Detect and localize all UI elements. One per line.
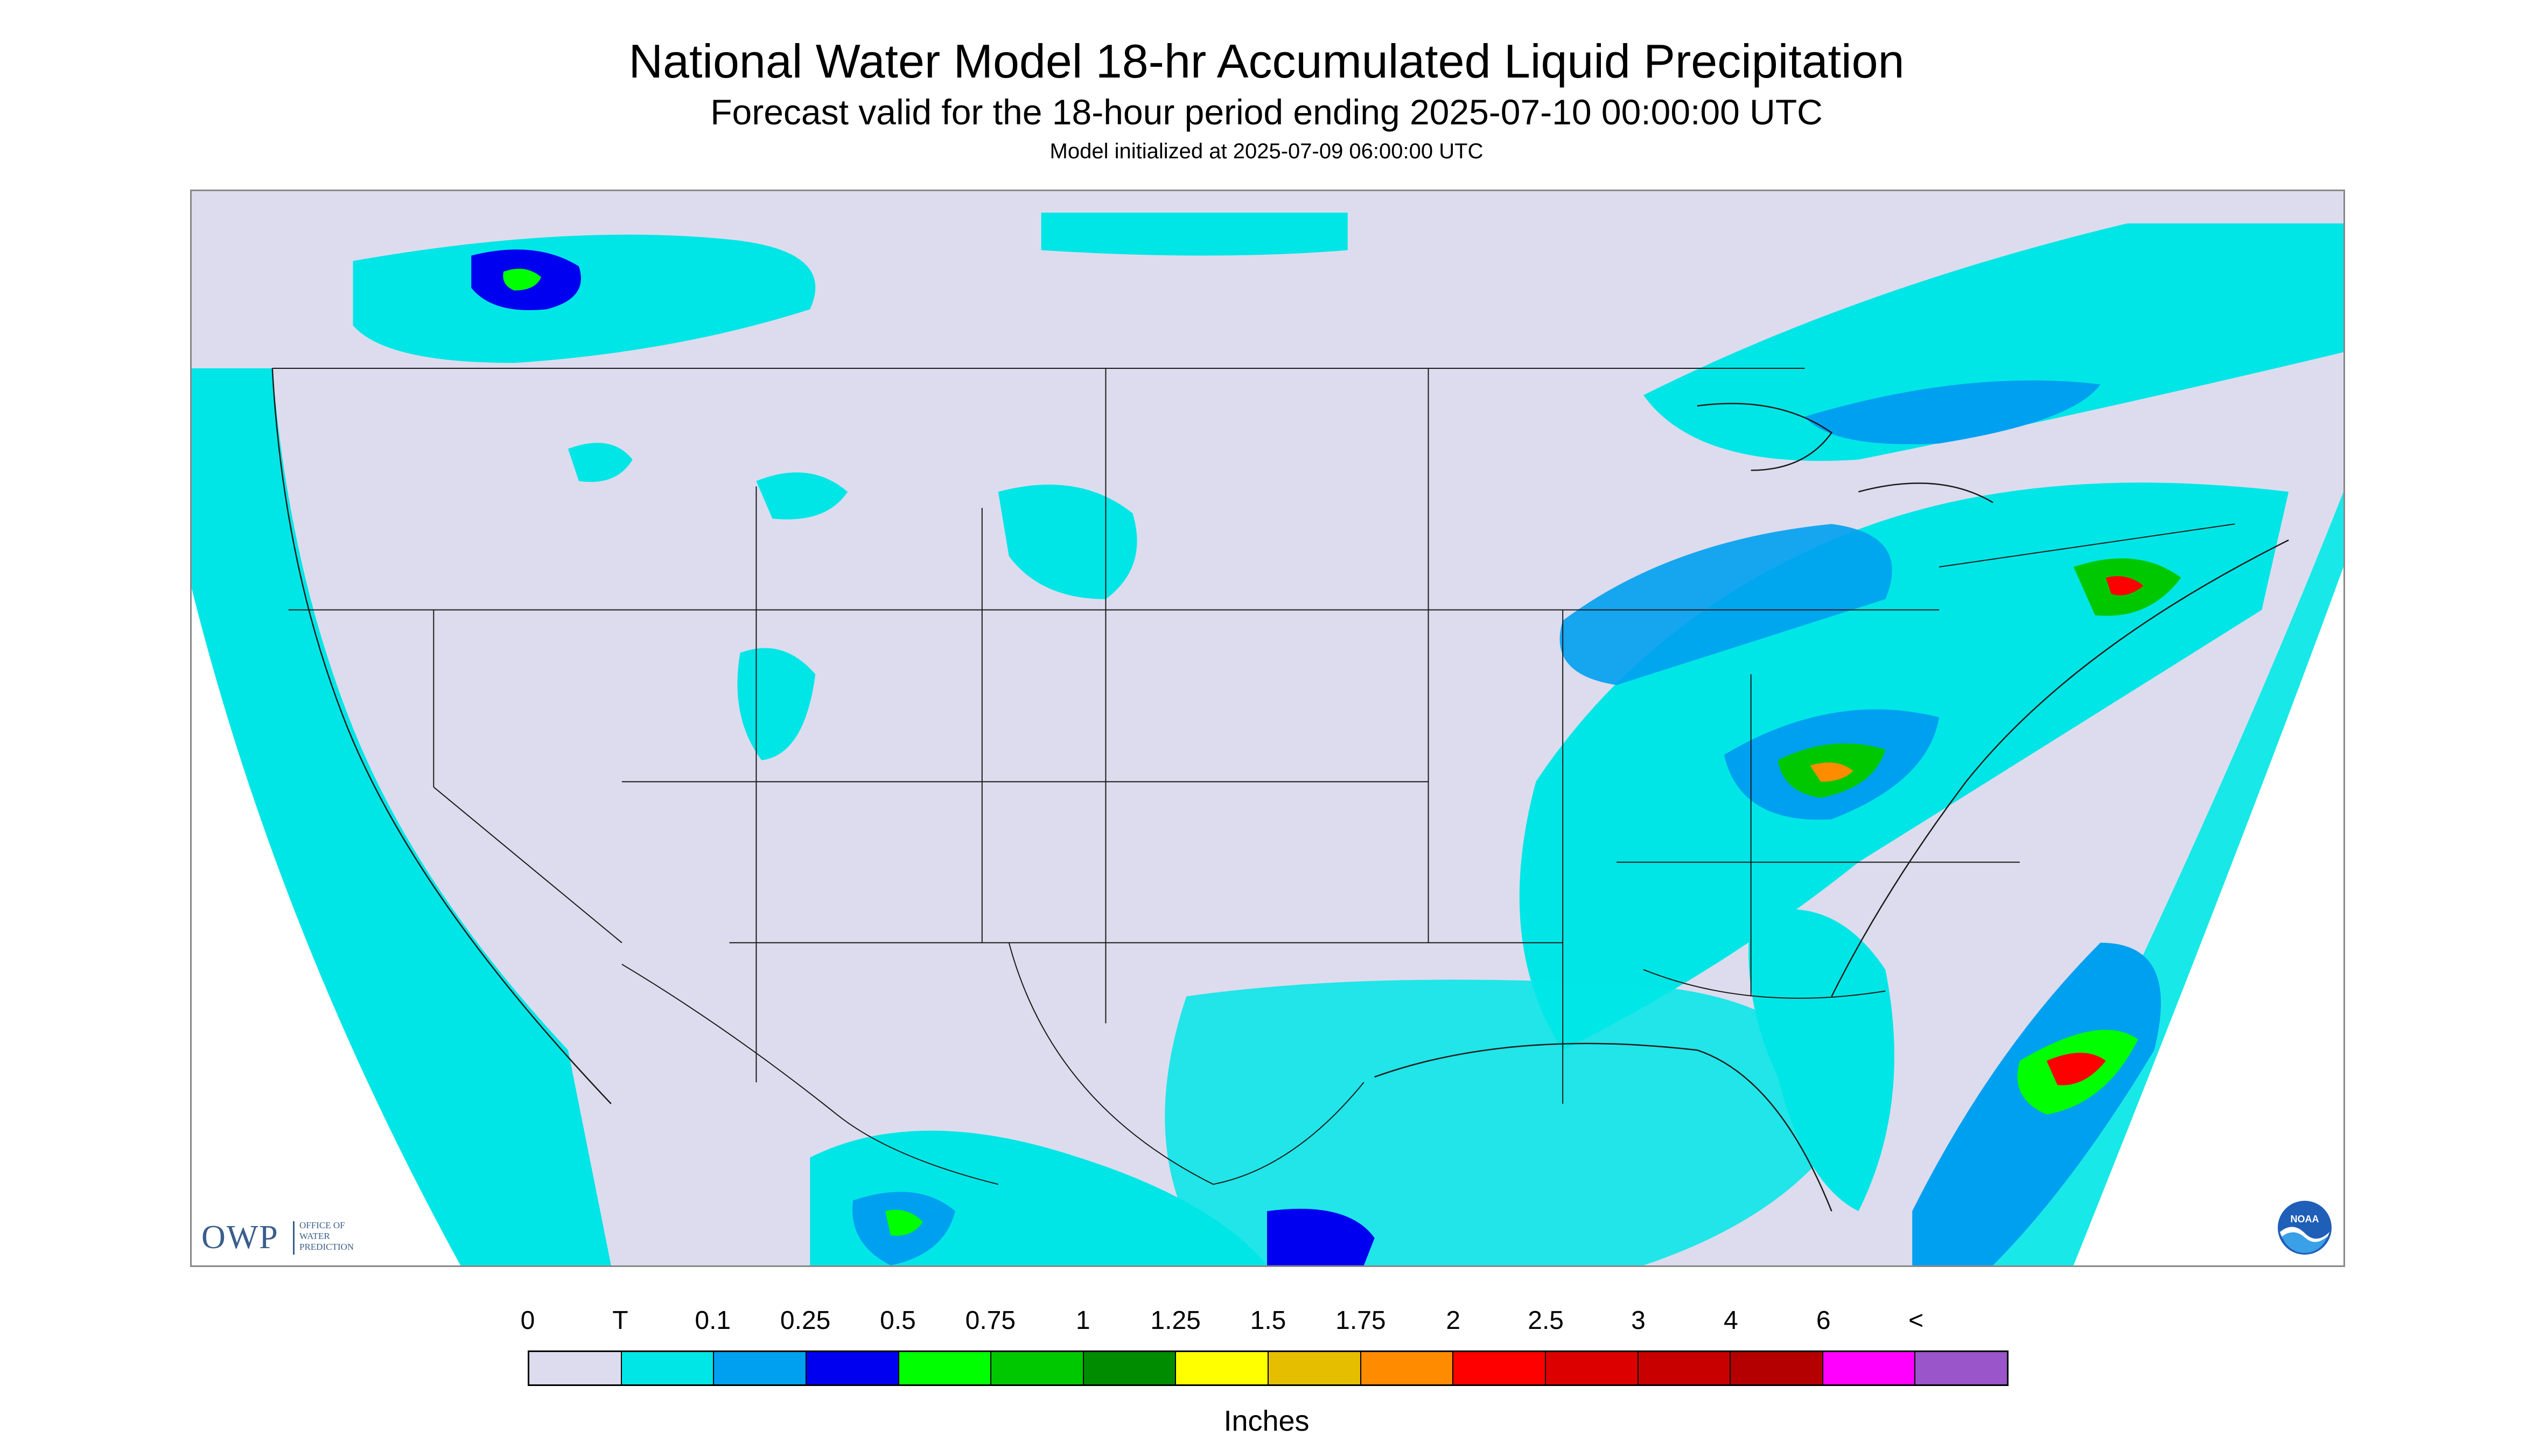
- great-lakes-precip: [1559, 524, 1892, 685]
- noaa-logo-text: NOAA: [2291, 1214, 2319, 1224]
- legend-labels: 0 T 0.1 0.25 0.5 0.75 1 1.25 1.5 1.75 2 2.5 3 4 6 <: [0, 1305, 2533, 1338]
- legend-label: 1.25: [1150, 1306, 1201, 1335]
- colorbar-cell: [621, 1352, 715, 1384]
- colorbar-cell: [1545, 1352, 1639, 1384]
- colorbar-cell: [1269, 1352, 1361, 1384]
- state-boundaries: [272, 368, 2235, 1185]
- legend-label: 0.75: [965, 1306, 1016, 1335]
- colorbar-cell: [1453, 1352, 1546, 1384]
- precipitation-map-canvas: [192, 212, 2343, 1265]
- plains-precip-3: [568, 443, 633, 482]
- owp-logo-text: Office of Water Prediction: [299, 1220, 354, 1252]
- canada-east-core: [1804, 380, 2101, 445]
- legend-label: 4: [1724, 1306, 1738, 1335]
- canada-central-precip: [1041, 212, 1348, 256]
- owp-logo-divider: [293, 1221, 295, 1255]
- pacific-south-heavy: [1267, 1208, 1375, 1265]
- colorbar-cell: [1823, 1352, 1916, 1384]
- colorbar-cell: [991, 1352, 1084, 1384]
- legend-label: 0.25: [780, 1306, 831, 1335]
- rockies-precip: [737, 648, 816, 760]
- legend-label: 0.5: [880, 1306, 916, 1335]
- owp-logo: OWP Office of Water Prediction: [201, 1218, 374, 1258]
- legend-label: T: [612, 1306, 628, 1335]
- model-init-time: Model initialized at 2025-07-09 06:00:00…: [1049, 139, 1484, 163]
- midatlantic-peak: [1810, 762, 1853, 782]
- noaa-emblem-icon: NOAA: [2278, 1201, 2332, 1255]
- canada-east-precip: [1643, 223, 2343, 461]
- legend-label: 1: [1075, 1306, 1090, 1335]
- legend-label: 1.5: [1250, 1306, 1286, 1335]
- noaa-logo: NOAA: [2277, 1200, 2333, 1256]
- right-domain-edge: [1992, 492, 2343, 1265]
- legend-label: 2.5: [1528, 1306, 1564, 1335]
- legend-label: 1.75: [1335, 1306, 1386, 1335]
- map-title: National Water Model 18-hr Accumulated L…: [628, 34, 1905, 88]
- pacific-ocean-precip: [192, 368, 611, 1265]
- colorbar-cell: [1638, 1352, 1731, 1384]
- legend-units: Inches: [1223, 1405, 1310, 1437]
- colorbar-cell: [1361, 1352, 1454, 1384]
- legend-label: 3: [1631, 1306, 1646, 1335]
- colorbar-cell: [1083, 1352, 1177, 1384]
- colorbar-cell: [806, 1352, 899, 1384]
- plains-precip-2: [756, 472, 848, 520]
- colorbar-cell: [1176, 1352, 1269, 1384]
- northeast-peak: [2105, 576, 2144, 596]
- plains-precip-1: [998, 485, 1137, 599]
- legend-label: 0: [520, 1306, 535, 1335]
- legend-label: 0.1: [695, 1306, 731, 1335]
- legend-label: 2: [1446, 1306, 1461, 1335]
- colorbar-cell: [1731, 1352, 1823, 1384]
- colorbar-cell: [1915, 1352, 2007, 1384]
- left-domain-edge: [192, 588, 461, 1265]
- precipitation-colorbar: [528, 1350, 2009, 1386]
- mexico-peak: [885, 1209, 923, 1236]
- legend-label: <: [1908, 1306, 1924, 1335]
- florida-precip: [1748, 909, 1894, 1212]
- canada-west-precip: [353, 234, 816, 363]
- legend-label: 6: [1816, 1306, 1831, 1335]
- coastlines: [271, 368, 2289, 1212]
- forecast-valid-subtitle: Forecast valid for the 18-hour period en…: [710, 92, 1823, 132]
- atlantic-storm-peak: [2046, 1053, 2106, 1086]
- owp-logo-abbr: OWP: [201, 1219, 279, 1256]
- precipitation-map: OWP Office of Water Prediction NOAA: [190, 190, 2345, 1267]
- colorbar-cell: [714, 1352, 807, 1384]
- canada-west-peak: [503, 268, 542, 291]
- gulf-coast-precip: [1165, 979, 1859, 1265]
- colorbar-cell: [899, 1352, 992, 1384]
- colorbar-cell: [529, 1352, 622, 1384]
